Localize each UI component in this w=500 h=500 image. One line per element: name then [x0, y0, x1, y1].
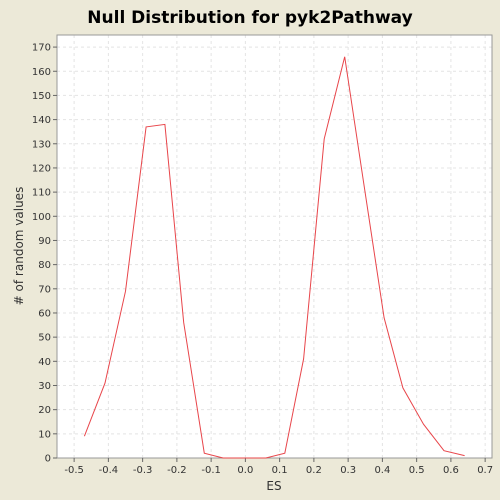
plot-area — [57, 35, 492, 458]
y-tick-label: 0 — [45, 454, 51, 465]
x-tick-label: -0.1 — [201, 465, 221, 476]
y-tick-label: 130 — [32, 139, 51, 150]
y-tick-label: 100 — [32, 212, 51, 223]
x-tick-label: 0.3 — [340, 465, 356, 476]
x-tick-label: -0.2 — [167, 465, 187, 476]
y-tick-label: 10 — [38, 429, 51, 440]
x-tick-label: -0.5 — [64, 465, 84, 476]
y-tick-label: 60 — [38, 308, 51, 319]
y-tick-label: 90 — [38, 236, 51, 247]
y-tick-label: 20 — [38, 405, 51, 416]
x-tick-label: -0.3 — [133, 465, 153, 476]
y-tick-label: 30 — [38, 381, 51, 392]
x-tick-label: 0.5 — [409, 465, 425, 476]
x-tick-label: 0.1 — [272, 465, 288, 476]
x-tick-label: 0.2 — [306, 465, 322, 476]
y-tick-label: 50 — [38, 333, 51, 344]
y-axis-label: # of random values — [12, 187, 26, 306]
y-tick-label: 110 — [32, 188, 51, 199]
x-axis-label: ES — [266, 479, 281, 493]
y-tick-label: 160 — [32, 67, 51, 78]
series-layer — [83, 56, 465, 459]
x-tick-label: 0.4 — [374, 465, 390, 476]
plot-border — [56, 34, 493, 459]
chart-title: Null Distribution for pyk2Pathway — [87, 8, 412, 28]
x-tick-label: 0.0 — [237, 465, 253, 476]
y-tick-label: 140 — [32, 115, 51, 126]
axes: -0.5 -0.4 -0.3 -0.2 -0.1 0.0 0.1 0.2 0.3 0.4 0.5 0.… — [32, 34, 493, 476]
y-tick-label: 120 — [32, 163, 51, 174]
x-tick-label: 0.6 — [443, 465, 459, 476]
x-tick-label: -0.4 — [99, 465, 119, 476]
y-tick-label: 150 — [32, 91, 51, 102]
x-tick-label: 0.7 — [477, 465, 493, 476]
series-line — [83, 56, 465, 459]
y-tick-label: 70 — [38, 284, 51, 295]
y-tick-label: 40 — [38, 357, 51, 368]
y-tick-label: 80 — [38, 260, 51, 271]
y-tick-label: 170 — [32, 43, 51, 54]
